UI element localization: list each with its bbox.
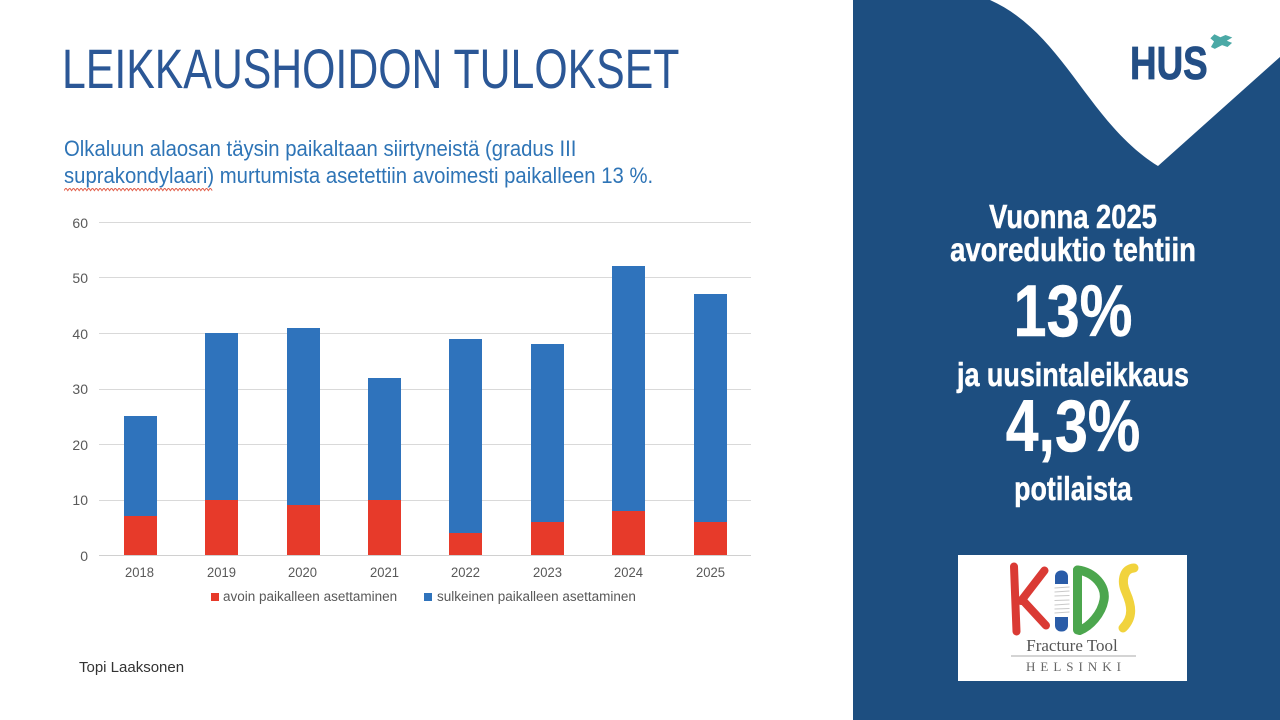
svg-text:HELSINKI: HELSINKI	[1026, 659, 1126, 674]
svg-text:Fracture Tool: Fracture Tool	[1026, 636, 1118, 655]
